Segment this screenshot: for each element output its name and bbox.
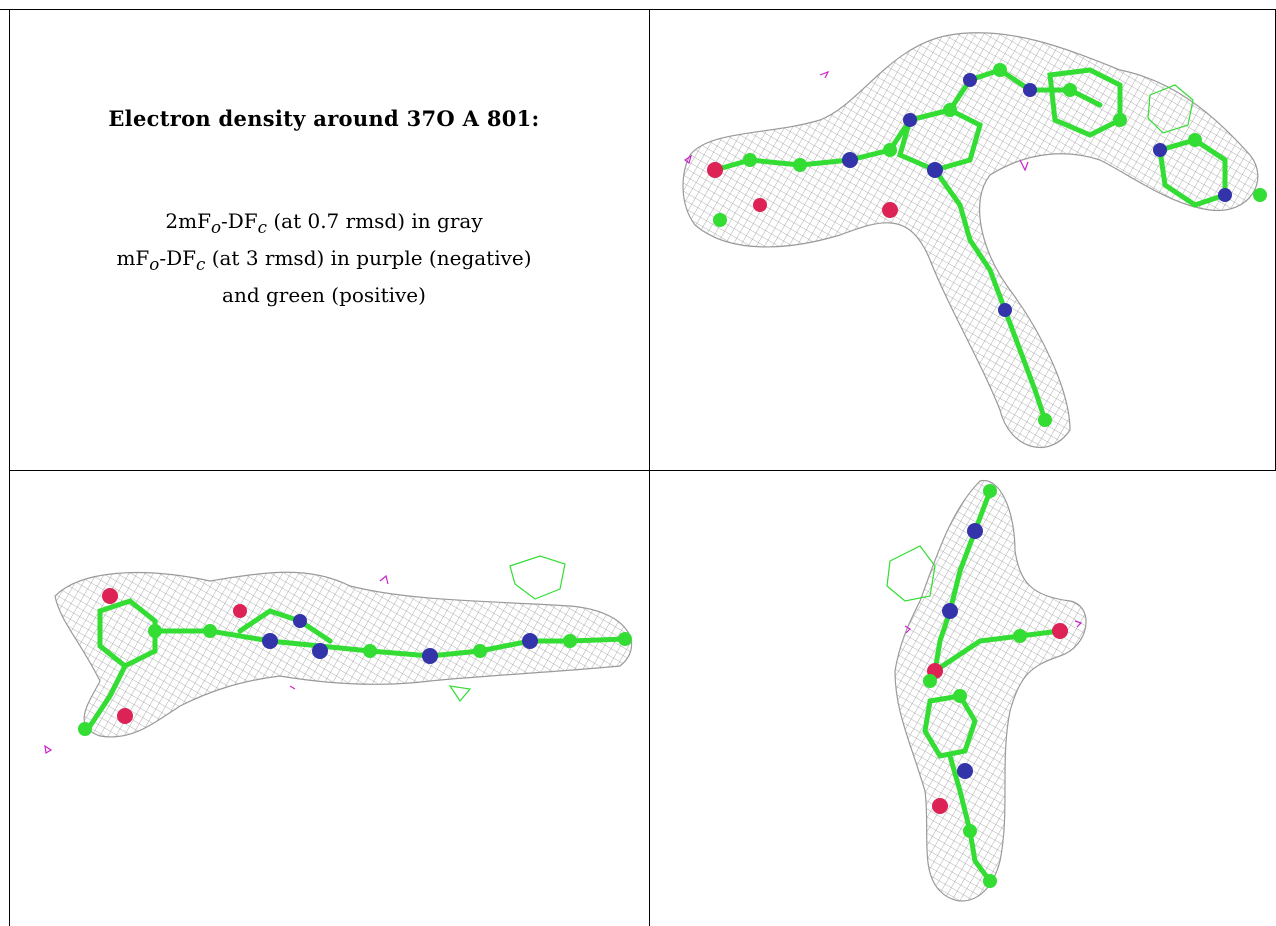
legend-line-colors: and green (positive) [222,283,426,307]
molecule-density-image-3 [886,480,1087,902]
legend-text: 2mFo-DFc (at 0.7 rmsd) in gray mFo-DFc (… [10,206,648,310]
density-view-top-right [650,10,1275,470]
density-mesh [894,480,1087,902]
negative-density-specks [683,70,1029,172]
density-mesh [54,571,633,738]
positive-density-blob [509,555,566,600]
table-border-mid-horizontal [9,470,1276,471]
molecule-bonds [87,598,628,729]
density-view-bottom-left [10,471,649,926]
molecule-density-image-1 [682,32,1267,448]
legend-line-2mfo: 2mFo-DFc (at 0.7 rmsd) in gray [165,209,483,237]
caption-cell: Electron density around 37O A 801: 2mFo-… [10,10,649,470]
table-border-mid-vertical [649,9,650,926]
negative-density-specks [44,574,389,754]
molecule-atoms [707,63,1267,427]
molecule-atoms [923,484,1068,888]
legend-line-mfo: mFo-DFc (at 3 rmsd) in purple (negative) [116,246,532,274]
positive-density-blob [1147,84,1194,134]
molecule-atoms [78,588,632,736]
positive-density-blob [886,545,936,602]
negative-density-specks [904,620,1083,634]
table-border-left [9,9,10,926]
table-border-top [0,9,1276,10]
density-view-bottom-right [650,471,1275,926]
figure-title: Electron density around 37O A 801: [108,106,540,131]
positive-density-small [448,685,472,703]
molecule-density-image-2 [44,555,633,754]
